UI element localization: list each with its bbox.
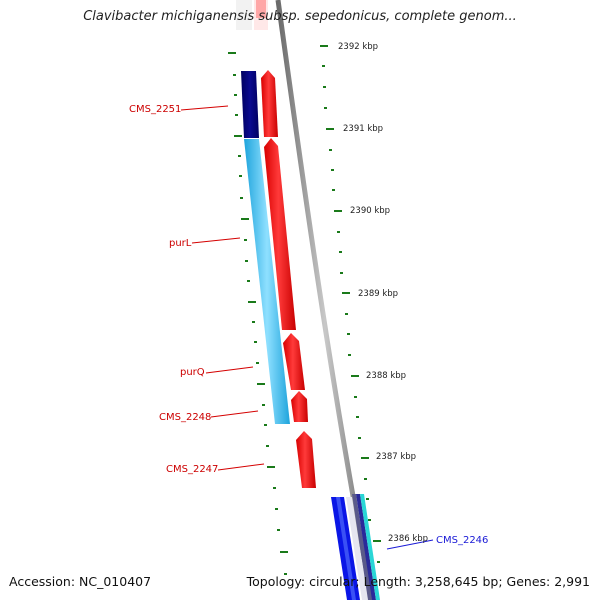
scale-label-2389: 2389 kbp [358,289,398,299]
top-faded-features [236,0,268,30]
scale-label-2386: 2386 kbp [388,534,428,544]
gene-cms-2251[interactable] [241,71,259,138]
gene-cms-2246[interactable] [331,494,380,600]
gene-red-1[interactable] [261,70,278,137]
scale-label-2387: 2387 kbp [376,452,416,462]
gene-purQ[interactable] [283,333,305,390]
scale-label-2388: 2388 kbp [366,371,406,381]
genome-summary-text: Topology: circular; Length: 3,258,645 bp… [246,574,590,589]
scale-label-2391: 2391 kbp [343,124,383,134]
scale-label-2392: 2392 kbp [338,42,378,52]
accession-text: Accession: NC_010407 [9,574,152,589]
left-dash-track [228,52,288,575]
gene-cms-2248[interactable] [291,391,308,422]
organism-title: Clavibacter michiganensis subsp. sepedon… [83,9,517,24]
gene-label-cms-2251[interactable]: CMS_2251 [129,104,181,115]
gene-cms-2247[interactable] [296,431,316,488]
gene-label-purQ[interactable]: purQ [180,367,205,378]
scale-dash-track [320,45,381,563]
scale-label-2390: 2390 kbp [350,206,390,216]
gene-red-2[interactable] [264,138,296,330]
gene-label-cms-2248[interactable]: CMS_2248 [159,412,211,423]
gene-label-purL[interactable]: purL [169,238,192,249]
label-leaders [180,105,434,550]
gene-label-cms-2246[interactable]: CMS_2246 [436,535,488,546]
gene-label-cms-2247[interactable]: CMS_2247 [166,464,218,475]
gene-purL[interactable] [244,139,290,424]
